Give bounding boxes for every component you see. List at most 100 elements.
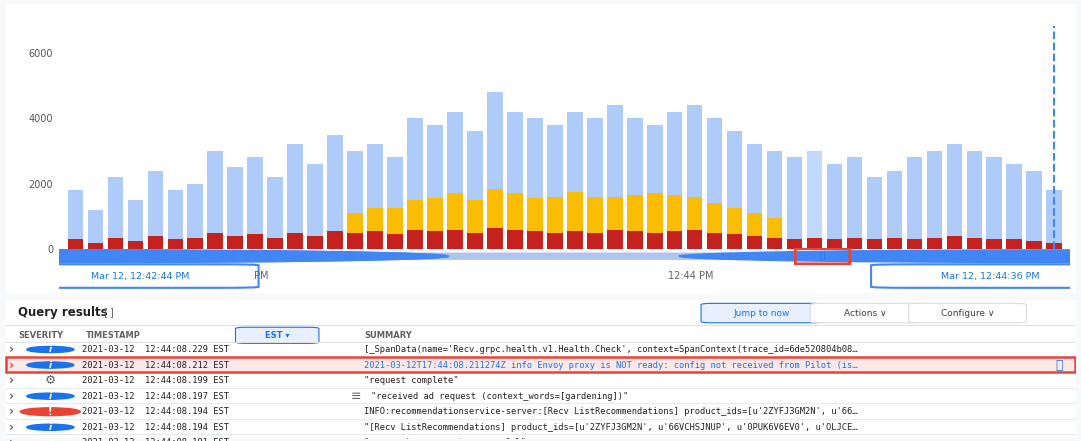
Bar: [987, 239, 1002, 249]
Text: ›: ›: [10, 343, 14, 356]
Text: "request complete": "request complete": [364, 376, 458, 385]
Text: i: i: [49, 345, 52, 354]
Text: ≡: ≡: [351, 390, 362, 403]
Text: [_SpanData(name='Recv.grpc.health.v1.Health.Check', context=SpanContext(trace_id: [_SpanData(name='Recv.grpc.health.v1.Hea…: [364, 345, 857, 354]
Circle shape: [0, 250, 449, 262]
Bar: [646, 194, 663, 233]
Bar: [68, 190, 83, 239]
Bar: [68, 239, 83, 249]
Text: Query results: Query results: [18, 306, 108, 319]
Bar: [347, 213, 363, 233]
Bar: [248, 235, 263, 249]
Bar: [187, 183, 203, 238]
Text: 2021-03-12  12:44:08.194 EST: 2021-03-12 12:44:08.194 EST: [82, 423, 229, 432]
Bar: [867, 177, 882, 239]
Bar: [926, 151, 943, 238]
Bar: [1046, 243, 1062, 249]
Text: 2021-03-12  12:44:08.212 EST: 2021-03-12 12:44:08.212 EST: [82, 361, 229, 370]
Text: ×: ×: [1056, 0, 1070, 4]
Bar: [686, 105, 703, 197]
Text: 2021-03-12  12:44:08.229 EST: 2021-03-12 12:44:08.229 EST: [82, 345, 229, 354]
Bar: [547, 125, 562, 197]
Text: i: i: [49, 361, 52, 370]
Bar: [328, 231, 343, 249]
Text: 2021-03-12  12:44:08.199 EST: 2021-03-12 12:44:08.199 EST: [82, 376, 229, 385]
Text: i: i: [49, 438, 52, 441]
Bar: [448, 229, 463, 249]
Text: ›: ›: [10, 436, 14, 441]
Bar: [587, 197, 602, 233]
Bar: [587, 233, 602, 249]
Circle shape: [27, 347, 74, 352]
FancyBboxPatch shape: [44, 253, 1080, 260]
Bar: [947, 236, 962, 249]
Text: ›: ›: [10, 390, 14, 403]
Bar: [646, 233, 663, 249]
Bar: [846, 157, 863, 238]
Bar: [288, 233, 303, 249]
FancyBboxPatch shape: [810, 303, 920, 323]
Bar: [667, 112, 682, 195]
Bar: [886, 238, 903, 249]
Text: INFO:recommendationservice-server:[Recv ListRecommendations] product_ids=[u'2ZYF: INFO:recommendationservice-server:[Recv …: [364, 407, 857, 416]
Bar: [408, 229, 423, 249]
Bar: [1027, 171, 1042, 241]
Circle shape: [27, 440, 74, 441]
Bar: [147, 171, 163, 236]
Bar: [507, 229, 523, 249]
Text: 2021-03-12T17:44:08.211274Z info Envoy proxy is NOT ready: config not received f: 2021-03-12T17:44:08.211274Z info Envoy p…: [364, 361, 857, 370]
Bar: [686, 197, 703, 229]
Bar: [368, 231, 383, 249]
Bar: [467, 131, 483, 200]
Text: i: i: [49, 423, 52, 432]
Text: Jump to now: Jump to now: [733, 309, 790, 318]
Text: ⚙: ⚙: [44, 374, 56, 387]
Bar: [627, 231, 642, 249]
Bar: [726, 235, 743, 249]
Bar: [907, 157, 922, 239]
Bar: [846, 238, 863, 249]
Bar: [1046, 190, 1062, 243]
Bar: [787, 239, 802, 249]
Bar: [806, 151, 823, 238]
Bar: [267, 177, 283, 238]
Text: Mar 12, 12:42:44 PM: Mar 12, 12:42:44 PM: [91, 272, 189, 280]
Bar: [467, 233, 483, 249]
Bar: [528, 231, 543, 249]
Bar: [168, 239, 183, 249]
Circle shape: [21, 408, 80, 415]
Bar: [528, 198, 543, 231]
Text: ›: ›: [10, 421, 14, 434]
Bar: [827, 164, 842, 239]
Text: 2021-03-12  12:44:08.194 EST: 2021-03-12 12:44:08.194 EST: [82, 407, 229, 416]
Text: ›: ›: [10, 374, 14, 387]
FancyBboxPatch shape: [44, 253, 1081, 260]
FancyBboxPatch shape: [236, 327, 319, 344]
Bar: [1006, 239, 1022, 249]
Bar: [227, 167, 243, 236]
Bar: [747, 236, 762, 249]
Bar: [267, 238, 283, 249]
FancyBboxPatch shape: [909, 303, 1026, 323]
Bar: [528, 118, 543, 198]
Bar: [667, 195, 682, 231]
Circle shape: [27, 424, 74, 430]
Text: EST ▾: EST ▾: [265, 331, 290, 340]
Bar: [667, 231, 682, 249]
Text: 12:44 PM: 12:44 PM: [668, 271, 713, 281]
Bar: [627, 118, 642, 195]
Bar: [248, 157, 263, 235]
Bar: [1006, 164, 1022, 239]
Text: PM: PM: [254, 271, 269, 281]
Bar: [707, 233, 722, 249]
Bar: [568, 231, 583, 249]
Text: ›: ›: [10, 359, 14, 371]
FancyBboxPatch shape: [5, 300, 1076, 325]
Bar: [547, 233, 562, 249]
Text: 2021-03-12  12:44:08.191 EST: 2021-03-12 12:44:08.191 EST: [82, 438, 229, 441]
Text: 2021-03-12  12:44:08.197 EST: 2021-03-12 12:44:08.197 EST: [82, 392, 229, 400]
Text: "[Recv ListRecommendations] product_ids=[u'2ZYFJ3GM2N', u'66VCHSJNUP', u'0PUK6V6: "[Recv ListRecommendations] product_ids=…: [364, 423, 857, 432]
Text: 🔔: 🔔: [820, 252, 825, 261]
Text: !: !: [48, 407, 53, 417]
Bar: [507, 194, 523, 229]
